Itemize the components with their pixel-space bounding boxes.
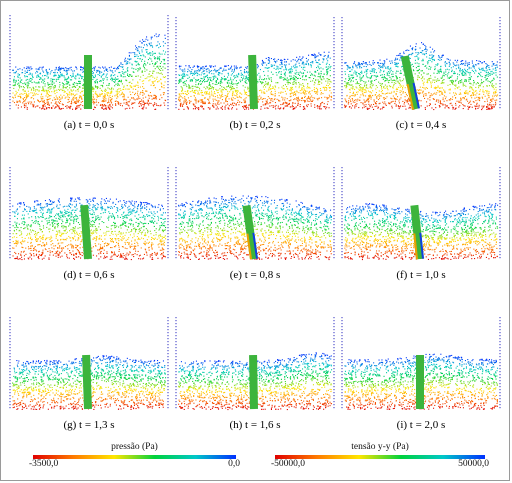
panel-f: (f) t = 1,0 s xyxy=(340,163,502,289)
stress-colorbar: tensão y-y (Pa) -50000,0 50000,0 xyxy=(271,442,489,470)
sph-particle-plot xyxy=(9,15,169,110)
sph-particle-plot xyxy=(341,167,501,261)
panel-caption: (b) t = 0,2 s xyxy=(229,119,281,131)
pressure-colorbar: pressão (Pa) -3500,0 0,0 xyxy=(29,442,240,470)
pressure-colorbar-title: pressão (Pa) xyxy=(111,442,158,452)
panel-caption: (f) t = 1,0 s xyxy=(396,269,446,281)
stress-color-ramp xyxy=(275,455,485,459)
panel-i: (i) t = 2,0 s xyxy=(340,313,502,439)
sph-particle-plot xyxy=(175,167,335,261)
panel-b: (b) t = 0,2 s xyxy=(174,13,336,139)
pressure-max-label: 0,0 xyxy=(228,459,240,469)
pressure-min-label: -3500,0 xyxy=(29,459,59,469)
stress-max-label: 50000,0 xyxy=(458,459,489,469)
panel-caption: (h) t = 1,6 s xyxy=(229,419,281,431)
panel-caption: (e) t = 0,8 s xyxy=(229,269,281,281)
panel-caption: (c) t = 0,4 s xyxy=(395,119,447,131)
stress-min-label: -50000,0 xyxy=(271,459,306,469)
panel-caption: (a) t = 0,0 s xyxy=(63,119,115,131)
panel-caption: (d) t = 0,6 s xyxy=(63,269,115,281)
panel-c: (c) t = 0,4 s xyxy=(340,13,502,139)
sph-particle-plot xyxy=(341,17,501,111)
panel-g: (g) t = 1,3 s xyxy=(8,313,170,439)
stress-colorbar-title: tensão y-y (Pa) xyxy=(351,442,409,452)
panel-e: (e) t = 0,8 s xyxy=(174,163,336,289)
panel-d: (d) t = 0,6 s xyxy=(8,163,170,289)
sph-particle-plot xyxy=(9,167,169,261)
sph-particle-plot xyxy=(175,317,335,411)
sph-particle-plot xyxy=(9,317,169,410)
panel-caption: (g) t = 1,3 s xyxy=(63,419,115,431)
panel-h: (h) t = 1,6 s xyxy=(174,313,336,439)
sph-particle-plot xyxy=(341,317,501,410)
pressure-color-ramp xyxy=(33,455,236,459)
panel-caption: (i) t = 2,0 s xyxy=(396,419,446,431)
panel-a: (a) t = 0,0 s xyxy=(8,13,170,139)
sph-particle-plot xyxy=(175,17,335,111)
